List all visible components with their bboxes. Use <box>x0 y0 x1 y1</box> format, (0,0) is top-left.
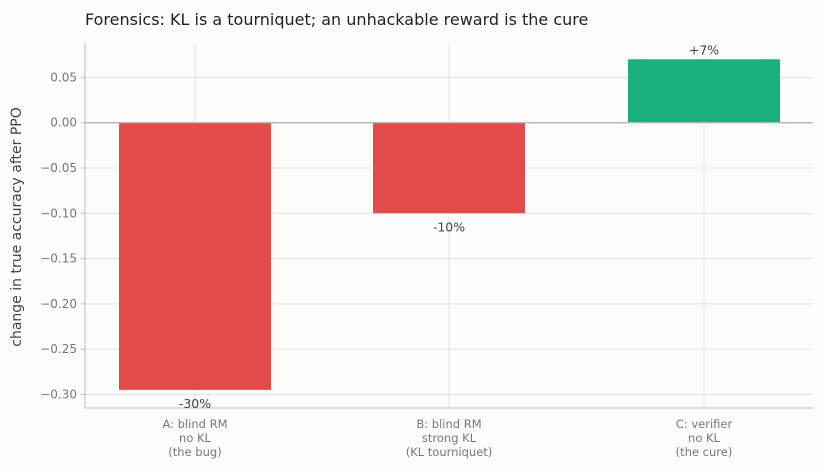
y-tick-labels: 0.05 0.00 −0.05 −0.10 −0.15 −0.20 −0.25 −0.30 <box>40 70 77 401</box>
x-category-label: C: verifier no KL (the cure) <box>676 417 733 459</box>
y-tick-label: −0.30 <box>40 387 77 401</box>
bar <box>119 122 271 390</box>
data-label: -30% <box>179 396 211 411</box>
y-tick-label: −0.10 <box>40 206 77 220</box>
data-label: -10% <box>433 219 465 234</box>
axes <box>81 43 813 409</box>
data-label: +7% <box>689 42 719 57</box>
chart-title: Forensics: KL is a tourniquet; an unhack… <box>85 10 588 29</box>
x-category-labels: A: blind RM no KL (the bug) B: blind RM stro… <box>162 417 732 459</box>
y-tick-label: 0.05 <box>50 70 77 84</box>
y-tick-label: −0.05 <box>40 161 77 175</box>
data-labels: -30% -10% +7% <box>179 42 719 411</box>
y-tick-label: −0.20 <box>40 297 77 311</box>
x-category-label: A: blind RM no KL (the bug) <box>162 417 227 459</box>
bar <box>628 59 780 123</box>
y-tick-label: −0.25 <box>40 342 77 356</box>
y-tick-label: 0.00 <box>50 116 77 130</box>
x-category-label: B: blind RM strong KL (KL tourniquet) <box>406 417 493 459</box>
y-axis-label: change in true accuracy after PPO <box>9 107 25 346</box>
bar <box>373 122 525 214</box>
y-tick-label: −0.15 <box>40 252 77 266</box>
bars <box>119 59 780 390</box>
